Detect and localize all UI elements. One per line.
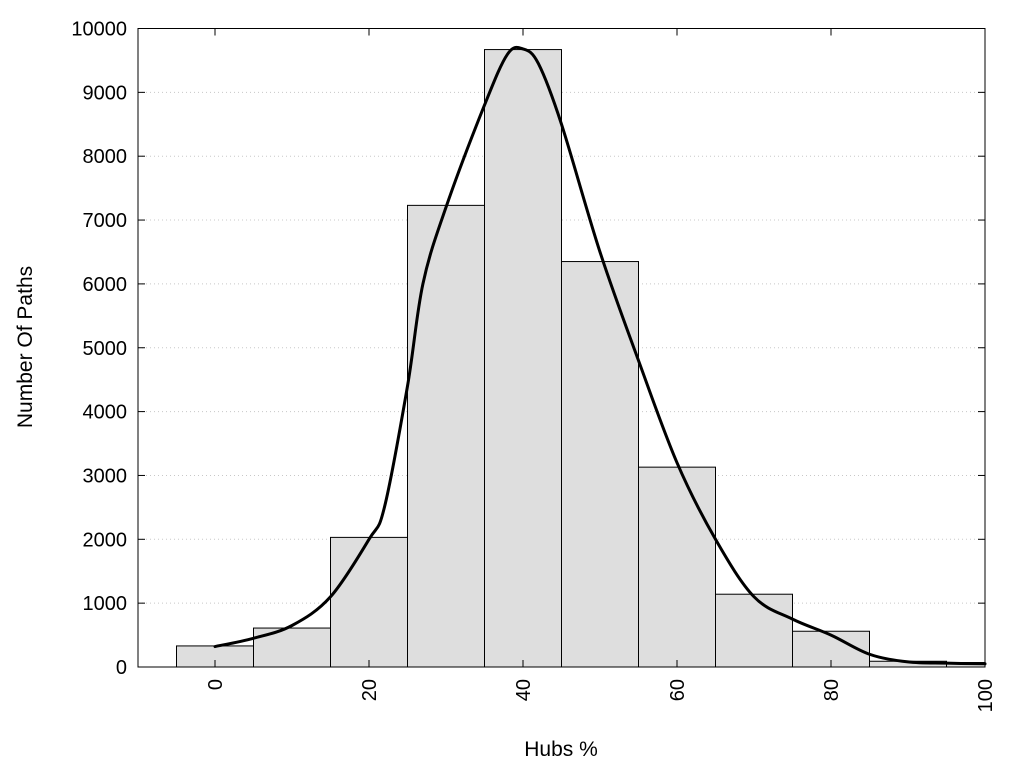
y-tick-label: 6000 [83, 274, 128, 296]
x-axis-ticks: 0 20 40 60 80 100 [205, 28, 997, 712]
y-axis-title: Number Of Paths [14, 266, 37, 428]
histogram-bars [176, 49, 986, 668]
x-tick-label: 80 [821, 679, 843, 701]
y-tick-label: 8000 [83, 146, 128, 168]
x-axis-title: Hubs % [524, 738, 598, 761]
histogram-bar [638, 466, 716, 668]
y-axis-ticks: 0 1000 2000 3000 4000 5000 6000 7000 8000 9000 100… [71, 19, 985, 679]
x-tick-label: 0 [205, 679, 227, 690]
y-tick-label: 10000 [71, 19, 127, 41]
histogram-bar [561, 261, 639, 668]
histogram-bar [715, 593, 793, 668]
x-tick-label: 60 [667, 679, 689, 701]
y-tick-label: 2000 [83, 529, 128, 551]
x-tick-label: 100 [975, 679, 997, 712]
x-tick-label: 40 [513, 679, 535, 701]
y-tick-label: 7000 [83, 210, 128, 232]
histogram-bar [484, 49, 562, 668]
histogram-bar [330, 536, 408, 668]
density-curve [213, 45, 987, 666]
x-tick-label: 20 [359, 679, 381, 701]
y-tick-label: 9000 [83, 82, 128, 104]
y-tick-label: 5000 [83, 338, 128, 360]
y-tick-label: 1000 [83, 593, 128, 615]
histogram-bar [407, 204, 485, 668]
y-tick-label: 3000 [83, 465, 128, 487]
y-tick-label: 4000 [83, 402, 128, 424]
y-tick-label: 0 [116, 657, 127, 679]
